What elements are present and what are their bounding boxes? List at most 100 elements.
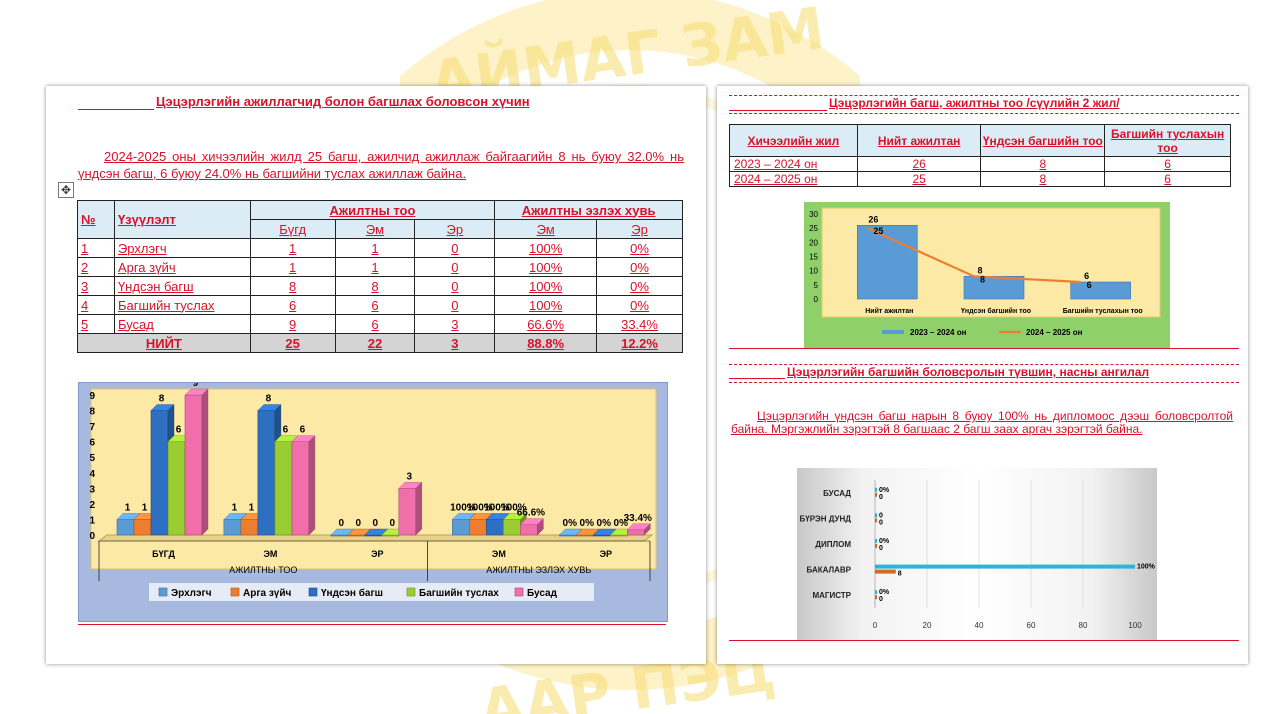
bar-2023-2024	[1070, 281, 1131, 300]
data-label: 8	[159, 394, 165, 405]
cell-male: 3	[414, 333, 496, 353]
table-row: 4 Багшийн туслах 6 6 0 100% 0%	[77, 295, 683, 315]
col-header-name: Үзүүлэлт	[113, 200, 251, 239]
bar-count	[875, 595, 877, 600]
data-label: 8	[980, 274, 985, 284]
cell-teachers: 8	[980, 156, 1106, 172]
data-label: 0	[356, 518, 362, 529]
staff-comparison-chart: 0 5 10 15 20 25 30 26 Нийт ажилтан 8 Үндсэн багший…	[804, 202, 1170, 348]
cell-male-pct: 33.4%	[596, 314, 683, 334]
bar-percent	[875, 487, 877, 492]
data-label: 0%	[614, 518, 629, 529]
page-title-education: Цэцэрлэгийн багшийн боловсролын түвшин, …	[787, 365, 1150, 379]
cell-female-pct: 100%	[494, 276, 598, 296]
dashed-rule	[729, 113, 1239, 114]
data-label: 8	[266, 394, 272, 405]
col-header: Нийт ажилтан	[856, 124, 982, 157]
group-label: АЖИЛТНЫ ЭЗЛЭХ ХУВЬ	[486, 565, 591, 575]
line-2024-2025	[866, 227, 1081, 284]
education-bar-chart: 0 20 40 60 80 100 БУСАД 0% 0 БҮРЭН ДУНД 0 0 ДИПЛОМ 0%…	[797, 468, 1157, 640]
data-label: 6	[1087, 280, 1092, 290]
group-header-ratio: Ажилтны эзлэх хувь	[494, 200, 683, 220]
data-label: 100%	[1137, 564, 1156, 571]
data-label: 0%	[879, 538, 890, 545]
group-header-count: Ажилтны тоо	[249, 200, 496, 220]
data-label: 9	[193, 383, 199, 389]
legend-label: 2024 – 2025 он	[1026, 328, 1083, 337]
table-row: 5 Бусад 9 6 3 66.6% 33.4%	[77, 314, 683, 334]
bar-Эрхлэгч	[452, 519, 470, 536]
data-label: 100%	[450, 502, 476, 513]
data-label: 3	[407, 471, 413, 482]
legend-swatch	[406, 587, 416, 597]
y-tick-label: 15	[809, 253, 818, 262]
cell-name: Арга зүйч	[113, 257, 251, 277]
legend-swatch	[308, 587, 318, 597]
data-label: 0%	[580, 518, 595, 529]
data-label: 25	[873, 226, 883, 236]
cell-no: 1	[77, 238, 115, 258]
y-category-label: БУСАД	[823, 489, 851, 498]
bar-Багшийн туслах	[274, 441, 293, 536]
heading-rule	[729, 110, 827, 111]
cell-female: 6	[334, 314, 416, 334]
cell-total: 9	[249, 314, 336, 334]
col-header-no: №	[77, 200, 115, 239]
heading-rule	[729, 378, 785, 379]
sub-header: Эм	[494, 219, 598, 239]
table-row: 2024 – 2025 он 25 8 6	[729, 171, 1231, 187]
dashed-rule	[729, 95, 1239, 96]
x-category-label: Багшийн туслахын тоо	[1063, 307, 1143, 315]
table-move-handle-icon[interactable]: ✥	[58, 182, 74, 198]
staff-paragraph-text: 2024-2025 оны хичээлийн жилд 25 багш, аж…	[78, 149, 684, 181]
x-tick-label: 80	[1079, 621, 1088, 630]
data-label: 6	[1084, 271, 1089, 281]
bar-2023-2024	[963, 276, 1025, 300]
data-label: 0	[879, 512, 883, 519]
document-page-left: Цэцэрлэгийн ажиллагчид болон багшлах бол…	[46, 86, 706, 664]
y-tick-label: 0	[89, 531, 95, 542]
bar-percent	[875, 539, 877, 543]
data-label: 0	[390, 518, 396, 529]
cell-total-label: НИЙТ	[77, 333, 251, 353]
cell-name: Бусад	[113, 314, 251, 334]
bar-Бусад	[520, 524, 538, 536]
bar-Бусад	[398, 488, 417, 536]
cell-female: 6	[334, 295, 416, 315]
legend-label: 2023 – 2024 он	[910, 328, 967, 337]
legend-swatch	[882, 330, 904, 334]
cell-total: 8	[249, 276, 336, 296]
cell-male-pct: 12.2%	[596, 333, 683, 353]
cell-male: 0	[414, 238, 496, 258]
x-tick-label: 0	[873, 621, 878, 630]
bar-Бусад	[291, 441, 310, 536]
cell-female-pct: 100%	[494, 257, 598, 277]
col-header: Үндсэн багшийн тоо	[980, 124, 1106, 157]
cell-female-pct: 88.8%	[494, 333, 598, 353]
cell-male-pct: 0%	[596, 295, 683, 315]
bar-Арга зүйч	[133, 519, 152, 536]
x-tick-label: 40	[975, 621, 984, 630]
cell-female-pct: 100%	[494, 238, 598, 258]
data-label: 1	[232, 502, 238, 513]
x-tick-label: 20	[923, 621, 932, 630]
bar-side-Бусад	[308, 435, 316, 536]
cell-total: 1	[249, 257, 336, 277]
legend-swatch	[230, 587, 240, 597]
section-rule	[729, 348, 1239, 349]
bar-Арга зүйч	[240, 519, 259, 536]
x-tick-label: 100	[1128, 621, 1142, 630]
data-label: 0	[879, 519, 883, 526]
bar-Бусад	[184, 394, 203, 536]
dashed-rule	[729, 382, 1239, 383]
bar-Арга зүйч	[469, 519, 487, 536]
y-tick-label: 25	[809, 224, 818, 233]
data-label: 66.6%	[517, 508, 545, 519]
table-total-row: НИЙТ 25 22 3 88.8% 12.2%	[77, 333, 683, 353]
data-label: 0%	[597, 518, 612, 529]
bar-percent	[875, 564, 1135, 569]
data-label: 1	[142, 502, 148, 513]
y-tick-label: 5	[814, 281, 819, 290]
document-page-right: Цэцэрлэгийн багш, ажилтны тоо /сүүлийн 2…	[717, 86, 1248, 664]
table-row: 2023 – 2024 он 26 8 6	[729, 156, 1231, 172]
